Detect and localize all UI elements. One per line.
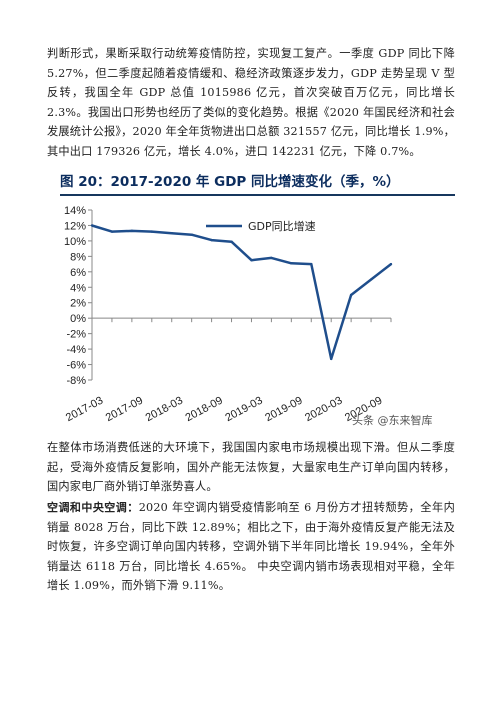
- section-body: 2020 年空调内销受疫情影响至 6 月份方才扭转颓势，全年内销量 8028 万…: [47, 501, 455, 593]
- body-paragraph-3: 空调和中央空调：2020 年空调内销受疫情影响至 6 月份方才扭转颓势，全年内销…: [47, 498, 455, 596]
- x-tick-label: 2017-03: [64, 395, 105, 425]
- y-tick-label: 14%: [64, 205, 86, 217]
- x-tick-label: 2019-09: [263, 395, 304, 425]
- y-tick-label: -8%: [66, 375, 86, 387]
- data-point: [150, 230, 153, 233]
- data-point: [110, 230, 114, 233]
- data-point: [230, 240, 233, 243]
- gdp-line-chart: 14%12%10%8%6%4%2%0%-2%-4%-6%-8%2017-0320…: [64, 205, 393, 425]
- y-tick-label: -4%: [66, 344, 86, 356]
- x-tick-label: 2019-03: [223, 395, 264, 425]
- data-point: [310, 262, 313, 266]
- data-point: [210, 238, 213, 242]
- y-tick-label: 2%: [70, 298, 86, 310]
- x-tick-label: 2017-09: [104, 395, 145, 425]
- data-point: [130, 229, 134, 233]
- data-point: [389, 262, 393, 266]
- legend-label: GDP同比增速: [248, 219, 316, 233]
- body-paragraph-1: 判断形式，果断采取行动统筹疫情防控，实现复工复产。一季度 GDP 同比下降 5.…: [47, 47, 455, 158]
- data-point: [170, 231, 173, 235]
- figure-title-rule: [60, 194, 455, 196]
- data-point: [190, 233, 193, 236]
- y-tick-label: 0%: [70, 313, 86, 325]
- y-tick-label: -2%: [66, 329, 86, 341]
- section-heading: 空调和中央空调：: [47, 501, 139, 514]
- data-point: [250, 259, 253, 262]
- x-tick-label: 2018-09: [184, 395, 225, 425]
- data-point: [369, 278, 373, 281]
- data-point: [330, 357, 333, 361]
- y-tick-label: 10%: [64, 236, 86, 248]
- data-point: [349, 293, 353, 297]
- figure-title: 图 20：2017-2020 年 GDP 同比增速变化（季，%）: [60, 174, 400, 190]
- x-tick-label: 2020-03: [303, 395, 344, 425]
- body-paragraph-2: 在整体市场消费低迷的大环境下，我国国内家电市场规模出现下滑。但从二季度起，受海外…: [47, 441, 455, 494]
- y-tick-label: 4%: [70, 282, 86, 294]
- y-tick-label: 6%: [70, 267, 86, 279]
- watermark: 头条 @东来智库: [352, 414, 433, 427]
- series-line-gdp: [91, 224, 392, 361]
- data-point: [290, 262, 293, 265]
- x-tick-label: 2018-03: [144, 395, 185, 425]
- y-tick-label: 8%: [70, 251, 86, 263]
- data-point: [90, 224, 94, 227]
- data-point: [270, 256, 273, 260]
- y-tick-label: -6%: [66, 360, 86, 372]
- y-tick-label: 12%: [64, 220, 86, 232]
